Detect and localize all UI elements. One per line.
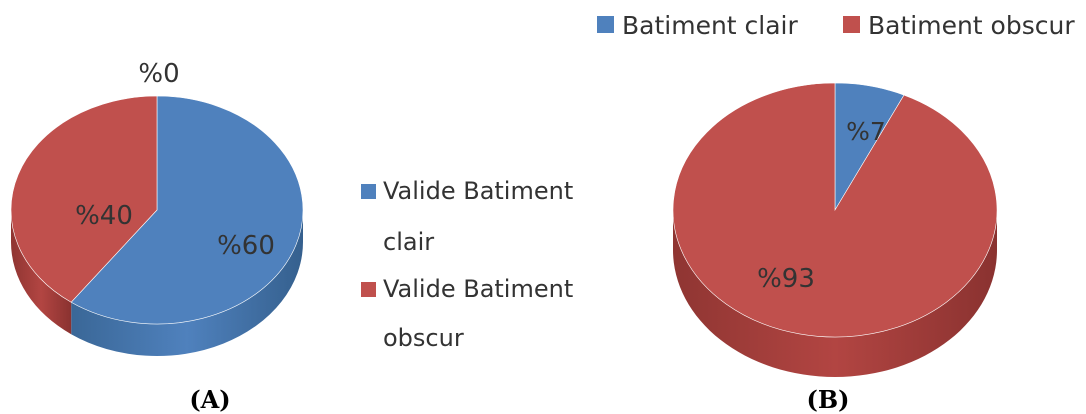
pie-a-slice-label-red: %40: [75, 201, 133, 231]
legend-b-swatch-blue: [597, 16, 614, 33]
pie-a-sides: [10, 210, 304, 357]
pie-b-tops: [672, 82, 998, 338]
legend-a-label-blue-line2: clair: [383, 228, 434, 256]
legend-a-label-red-line2: obscur: [383, 324, 464, 352]
pie-a-slice-side-0: [71, 210, 304, 357]
pie-a-slice-label-blue: %60: [217, 231, 275, 261]
pie-a-slice-side-1: [10, 210, 72, 335]
caption-b: (B): [807, 385, 850, 414]
legend-b: Batiment clair Batiment obscur: [597, 11, 1075, 40]
legend-b-item-blue: Batiment clair: [597, 11, 799, 40]
legend-a-label-red-line1: Valide Batiment: [383, 275, 573, 303]
pie-chart-a: %0 %40 %60 Valide Batiment clair Valide …: [10, 59, 573, 414]
legend-b-swatch-red: [843, 16, 860, 33]
pie-b-slice-side-1: [673, 210, 997, 377]
legend-a-item-blue: Valide Batiment clair: [361, 177, 573, 256]
legend-a-item-red: Valide Batiment obscur: [361, 275, 573, 352]
pie-a-slice-1: [10, 95, 158, 303]
legend-a-swatch-red: [361, 282, 376, 297]
caption-a: (A): [189, 385, 230, 414]
pie-a-slice-0: [70, 95, 304, 325]
pie-b-slice-label-blue: %7: [846, 117, 886, 146]
legend-a-label-blue-line1: Valide Batiment: [383, 177, 573, 205]
legend-b-label-blue: Batiment clair: [622, 11, 799, 40]
legend-a: Valide Batiment clair Valide Batiment ob…: [361, 177, 573, 352]
pie-b-sides: [673, 210, 997, 377]
pie-a-extra-label: %0: [138, 59, 179, 89]
pie-b-slice-label-red: %93: [757, 264, 815, 294]
pie-chart-b: Batiment clair Batiment obscur %7 %93 (B…: [597, 11, 1075, 414]
pie-a-tops: [10, 95, 304, 325]
legend-b-item-red: Batiment obscur: [843, 11, 1075, 40]
legend-b-label-red: Batiment obscur: [868, 11, 1075, 40]
pie-b-slice-1: [672, 82, 998, 338]
legend-a-swatch-blue: [361, 184, 376, 199]
